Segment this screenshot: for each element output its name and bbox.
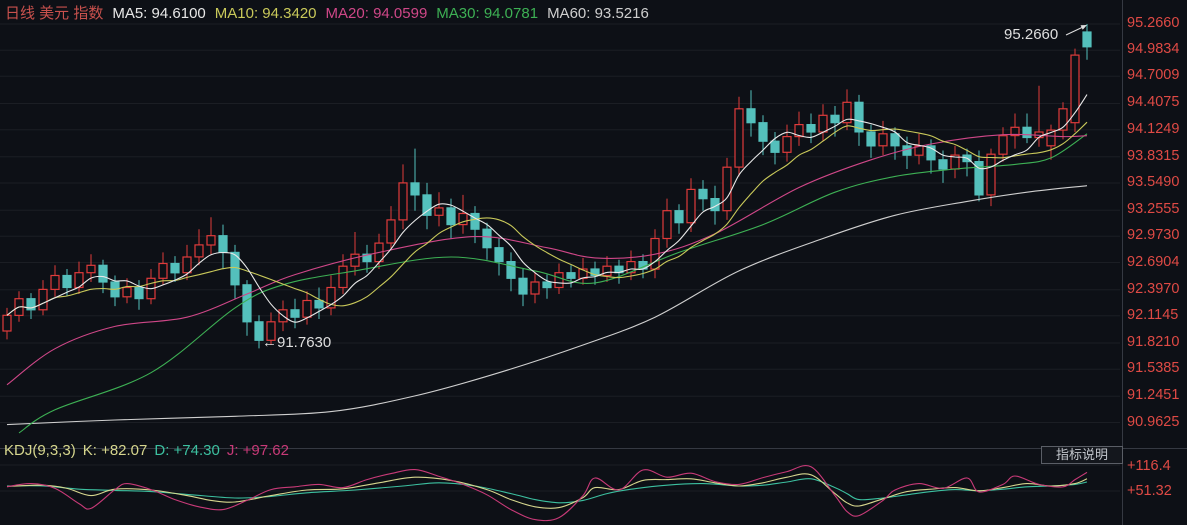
price-axis-label: 92.6904: [1127, 254, 1180, 270]
indicator-help-button[interactable]: 指标说明: [1041, 446, 1123, 464]
axis-separator: [1122, 0, 1123, 525]
price-axis-label: 92.9730: [1127, 227, 1180, 243]
price-axis-label: 94.9834: [1127, 41, 1180, 57]
price-axis-label: 90.9625: [1127, 414, 1180, 430]
price-axis-label: 91.8210: [1127, 334, 1180, 350]
price-axis-label: 94.1249: [1127, 121, 1180, 137]
price-axis-label: 92.3970: [1127, 281, 1180, 297]
ma60-value: 93.5216: [594, 5, 649, 22]
kdj-k-value: +82.07: [101, 442, 148, 459]
price-axis-label: 94.4075: [1127, 94, 1180, 110]
period-instrument-title: 日线 美元 指数: [5, 5, 104, 22]
price-axis-label: 94.7009: [1127, 67, 1180, 83]
pane-divider: [0, 448, 1187, 449]
kdj-d-label: D:: [154, 442, 170, 459]
price-axis-label: 95.2660: [1127, 15, 1180, 31]
price-axis-label: 92.1145: [1127, 307, 1179, 323]
kdj-axis-label-upper: +116.4: [1127, 458, 1171, 474]
kdj-indicator-header: KDJ(9,3,3) K: +82.07 D: +74.30 J: +97.62: [4, 442, 296, 459]
kdj-j-value: +97.62: [242, 442, 289, 459]
ma60-label: MA60:: [547, 5, 591, 22]
high-price-annotation: 95.2660: [1004, 26, 1059, 43]
price-axis: 95.2660 94.9834 94.7009 94.4075 94.1249 93.83…: [1127, 0, 1187, 525]
kdj-j-label: J:: [226, 442, 239, 459]
ma20-label: MA20:: [325, 5, 369, 22]
ma10-value: 94.3420: [262, 5, 317, 22]
ma5-value: 94.6100: [151, 5, 206, 22]
kdj-title: KDJ(9,3,3): [4, 442, 76, 459]
low-price-annotation: ←91.7630: [262, 334, 332, 351]
ma5-label: MA5:: [112, 5, 148, 22]
price-axis-label: 93.2555: [1127, 201, 1180, 217]
price-axis-label: 93.8315: [1127, 148, 1180, 164]
ma30-value: 94.0781: [483, 5, 539, 22]
ma30-label: MA30:: [436, 5, 480, 22]
ma20-value: 94.0599: [373, 5, 428, 22]
ma10-label: MA10:: [214, 5, 259, 22]
price-axis-label: 91.5385: [1127, 360, 1180, 376]
price-axis-label: 93.5490: [1127, 174, 1180, 190]
kdj-d-value: +74.30: [173, 442, 220, 459]
kdj-k-label: K:: [82, 442, 97, 459]
kdj-axis-label-lower: +51.32: [1127, 483, 1172, 499]
price-axis-label: 91.2451: [1127, 387, 1180, 403]
candlestick-chart-canvas[interactable]: [0, 0, 1122, 525]
chart-header: 日线 美元 指数 MA5: 94.6100 MA10: 94.3420 MA20: 9…: [5, 2, 658, 23]
